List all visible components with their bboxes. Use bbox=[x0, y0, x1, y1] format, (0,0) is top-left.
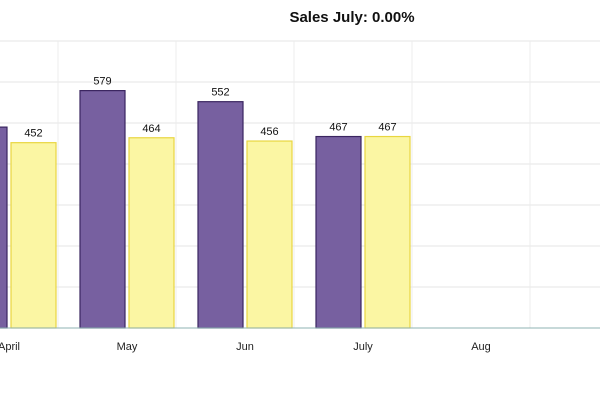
chart-title: Sales July: 0.00% bbox=[289, 9, 414, 26]
bar-value-label: 467 bbox=[329, 122, 347, 134]
bar-value-label: 467 bbox=[378, 122, 396, 134]
x-tick-label: April bbox=[0, 341, 20, 353]
bar bbox=[315, 135, 362, 329]
bar bbox=[246, 140, 293, 329]
bar-value-label: 452 bbox=[24, 128, 42, 140]
bar-value-label: 464 bbox=[142, 123, 160, 135]
data-labels-group: 490452579464552456467467 bbox=[24, 76, 396, 140]
bar bbox=[0, 126, 8, 329]
bar bbox=[10, 142, 57, 329]
x-tick-label: May bbox=[117, 341, 138, 353]
bar bbox=[364, 135, 411, 329]
bar bbox=[197, 101, 244, 329]
bar bbox=[79, 90, 126, 329]
bar-value-label: 552 bbox=[211, 87, 229, 99]
bars-group bbox=[0, 90, 411, 329]
bar bbox=[128, 137, 175, 329]
x-tick-labels: April May Jun July Aug bbox=[0, 341, 491, 353]
x-tick-label: Jun bbox=[236, 341, 254, 353]
x-tick-label: Aug bbox=[471, 341, 491, 353]
bar-value-label: 579 bbox=[93, 76, 111, 88]
bar-value-label: 456 bbox=[260, 126, 278, 138]
x-tick-label: July bbox=[353, 341, 373, 353]
